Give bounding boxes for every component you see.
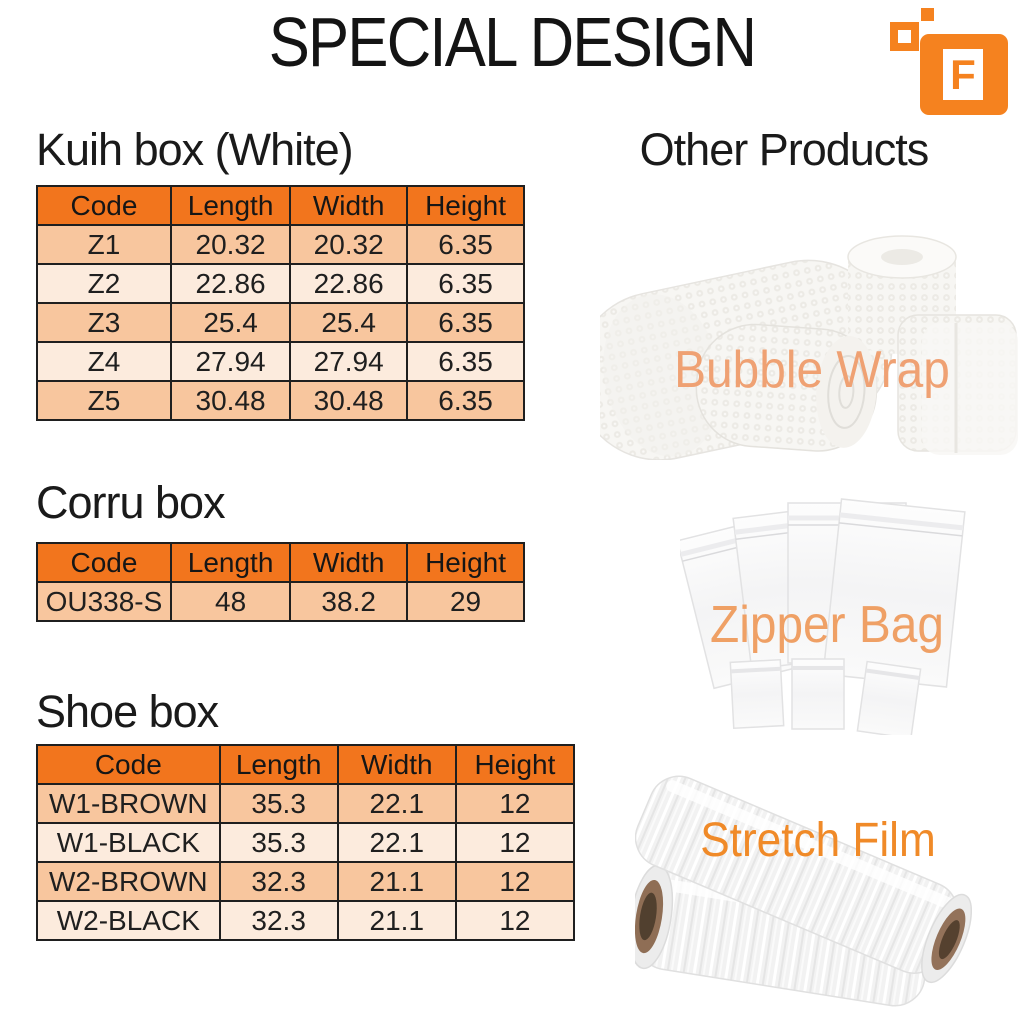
table-cell: Z2 (36, 263, 172, 304)
table-row: Z1 20.32 20.32 6.35 (36, 224, 525, 265)
zipper-bag-label: Zipper Bag (710, 596, 945, 654)
logo-main-square-icon: F (920, 34, 1008, 115)
table-header-row: Code Length Width Height (36, 542, 525, 583)
table-cell: 22.1 (336, 783, 457, 824)
table-cell: 29 (406, 581, 525, 622)
logo-letter-box: F (943, 49, 983, 100)
table-cell: Z5 (36, 380, 172, 421)
stretch-film-image (635, 775, 973, 1007)
table-cell: OU338-S (36, 581, 172, 622)
column-header: Height (406, 542, 525, 583)
table-row: W2-BROWN 32.3 21.1 12 (36, 861, 576, 902)
kuih-box-spec-table: Code Length Width Height Z1 20.32 20.32 6.35 Z2 2… (36, 185, 525, 421)
table-cell: 6.35 (406, 224, 525, 265)
table-cell: 48 (169, 581, 292, 622)
column-header: Width (336, 744, 457, 785)
page-title: SPECIAL DESIGN (268, 3, 757, 81)
table-cell: 27.94 (169, 341, 292, 382)
table-cell: 20.32 (289, 224, 409, 265)
table-cell: 21.1 (336, 900, 457, 941)
product-bubble-wrap: Bubble Wrap (600, 215, 1024, 460)
column-header: Width (289, 542, 409, 583)
table-row: Z5 30.48 30.48 6.35 (36, 380, 525, 421)
column-header: Code (36, 185, 172, 226)
table-row: W1-BLACK 35.3 22.1 12 (36, 822, 576, 863)
logo-letter: F (950, 50, 976, 98)
table-cell: 21.1 (336, 861, 457, 902)
stretch-film-label: Stretch Film (700, 814, 936, 867)
table-cell: 22.1 (336, 822, 457, 863)
table-cell: 32.3 (218, 861, 339, 902)
table-cell: 25.4 (289, 302, 409, 343)
table-header-row: Code Length Width Height (36, 744, 576, 785)
zipper-bag-image (680, 498, 966, 735)
table-cell: 12 (454, 822, 576, 863)
bubble-wrap-label: Bubble Wrap (674, 341, 950, 399)
table-cell: 22.86 (289, 263, 409, 304)
table-cell: W2-BROWN (36, 861, 221, 902)
section-heading-corru-box: Corru box (36, 477, 226, 528)
table-cell: 27.94 (289, 341, 409, 382)
bubble-wrap-image (600, 235, 1018, 460)
table-cell: W1-BLACK (36, 822, 221, 863)
table-cell: 6.35 (406, 263, 525, 304)
table-row: W2-BLACK 32.3 21.1 12 (36, 900, 576, 941)
table-cell: 6.35 (406, 341, 525, 382)
table-cell: Z4 (36, 341, 172, 382)
table-cell: Z1 (36, 224, 172, 265)
table-row: Z4 27.94 27.94 6.35 (36, 341, 525, 382)
product-zipper-bag: Zipper Bag (680, 495, 1000, 735)
table-row: Z2 22.86 22.86 6.35 (36, 263, 525, 304)
column-header: Code (36, 744, 221, 785)
table-cell: 38.2 (289, 581, 409, 622)
table-row: W1-BROWN 35.3 22.1 12 (36, 783, 576, 824)
column-header: Width (289, 185, 409, 226)
column-header: Height (406, 185, 525, 226)
table-row: Z3 25.4 25.4 6.35 (36, 302, 525, 343)
brand-logo: F (890, 8, 1010, 115)
table-cell: 6.35 (406, 302, 525, 343)
table-cell: 20.32 (169, 224, 292, 265)
product-stretch-film: Stretch Film (635, 745, 1024, 1024)
shoe-box-spec-table: Code Length Width Height W1-BROWN 35.3 22.1 12 W… (36, 744, 576, 941)
logo-small-square-icon (921, 8, 934, 21)
table-header-row: Code Length Width Height (36, 185, 525, 226)
table-cell: 30.48 (169, 380, 292, 421)
table-cell: 6.35 (406, 380, 525, 421)
table-cell: 35.3 (218, 783, 339, 824)
logo-outline-square-icon (890, 22, 919, 51)
column-header: Code (36, 542, 172, 583)
table-cell: Z3 (36, 302, 172, 343)
column-header: Height (454, 744, 576, 785)
table-cell: W1-BROWN (36, 783, 221, 824)
table-cell: 22.86 (169, 263, 292, 304)
column-header: Length (169, 542, 292, 583)
column-header: Length (218, 744, 339, 785)
corru-box-spec-table: Code Length Width Height OU338-S 48 38.2 29 (36, 542, 525, 622)
table-cell: 35.3 (218, 822, 339, 863)
section-heading-other-products: Other Products (639, 124, 930, 175)
table-cell: 30.48 (289, 380, 409, 421)
section-heading-shoe-box: Shoe box (36, 686, 219, 737)
table-cell: 12 (454, 783, 576, 824)
table-cell: 12 (454, 861, 576, 902)
table-cell: 12 (454, 900, 576, 941)
table-cell: 32.3 (218, 900, 339, 941)
table-cell: W2-BLACK (36, 900, 221, 941)
table-row: OU338-S 48 38.2 29 (36, 581, 525, 622)
column-header: Length (169, 185, 292, 226)
section-heading-kuih-box: Kuih box (White) (36, 124, 354, 175)
table-cell: 25.4 (169, 302, 292, 343)
